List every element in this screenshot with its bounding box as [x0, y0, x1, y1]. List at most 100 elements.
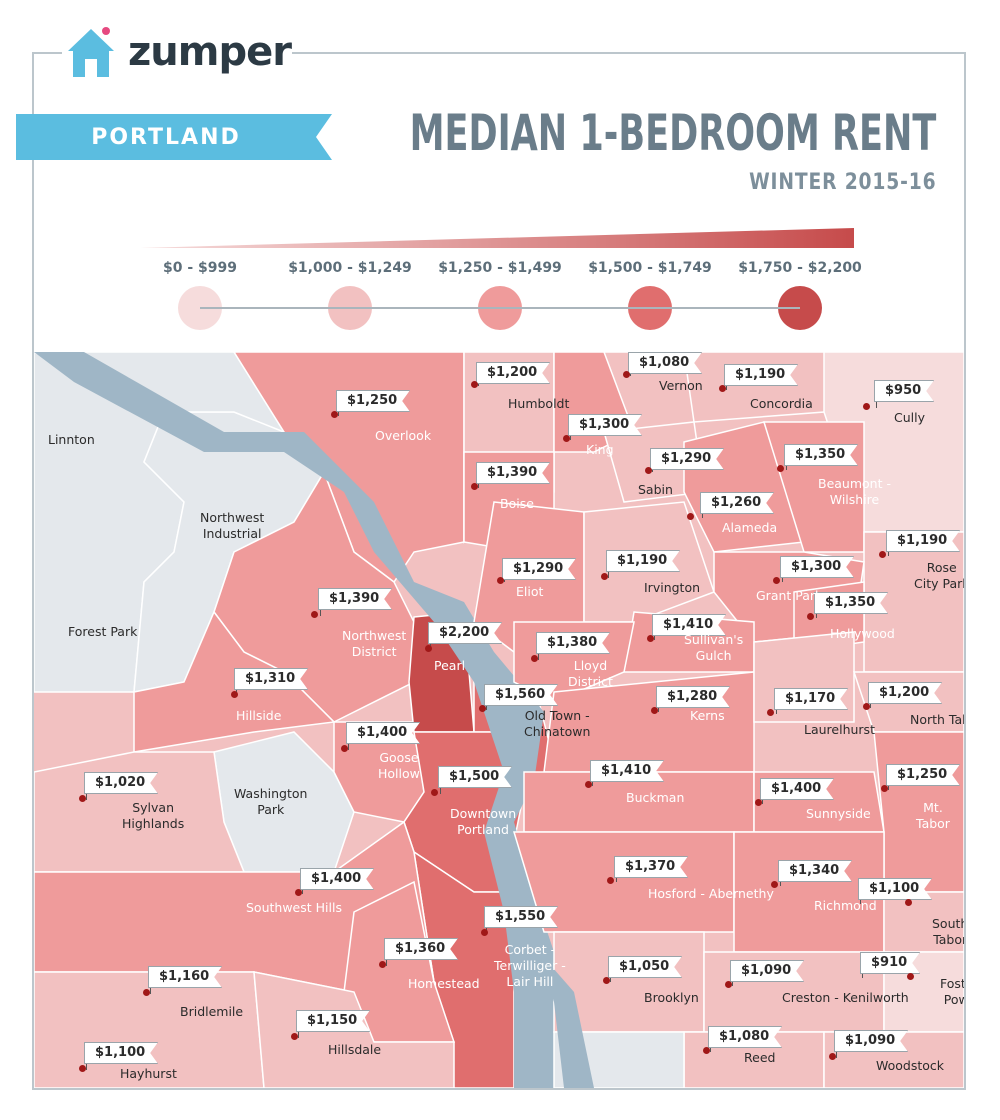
price-flag: $1,550	[484, 906, 558, 928]
area-name: Linnton	[48, 432, 95, 447]
price-flag: $1,190	[606, 550, 680, 572]
pin-stem	[888, 550, 889, 556]
price-flag: $1,280	[656, 686, 730, 708]
location-dot	[563, 435, 570, 442]
neighborhood-name: Irvington	[644, 580, 701, 595]
legend-gradient-bar	[140, 228, 854, 248]
location-dot	[481, 929, 488, 936]
neighborhood-name: Sullivan's Gulch	[684, 632, 744, 663]
location-dot	[479, 705, 486, 712]
pin-stem	[592, 780, 593, 786]
location-dot	[623, 371, 630, 378]
pin-stem	[478, 382, 479, 386]
price-flag: $1,390	[318, 588, 392, 610]
pin-stem	[504, 578, 505, 582]
neighborhood-name: Creston - Kenilworth	[782, 990, 909, 1005]
neighborhood-name: Grant Park	[756, 588, 823, 603]
location-dot	[777, 465, 784, 472]
area-name: Northwest Industrial	[200, 510, 265, 541]
neighborhood-name: Vernon	[659, 378, 703, 393]
location-dot	[607, 877, 614, 884]
price-flag: $1,150	[296, 1010, 370, 1032]
price-flag: $1,080	[628, 352, 702, 374]
location-dot	[647, 635, 654, 642]
neighborhood-name: Beaumont - Wilshire	[818, 476, 891, 507]
price-flag: $1,100	[858, 878, 932, 900]
neighborhood-name: Old Town - Chinatown	[524, 708, 591, 739]
location-dot	[719, 385, 726, 392]
pin-stem	[726, 384, 727, 390]
pin-stem	[320, 608, 321, 616]
neighborhood-name: Hosford - Abernethy	[648, 886, 774, 901]
price-flag: $1,400	[300, 868, 374, 890]
neighborhood-name: Cully	[894, 410, 925, 425]
pin-stem	[870, 702, 871, 708]
neighborhood-name: Brooklyn	[644, 990, 699, 1005]
pin-stem	[616, 876, 617, 882]
location-dot	[771, 881, 778, 888]
area-name: Washington Park	[234, 786, 308, 817]
legend-label: $1,250 - $1,499	[438, 260, 562, 276]
pin-stem	[298, 1030, 299, 1038]
price-flag: $1,020	[84, 772, 158, 794]
pin-stem	[630, 372, 631, 376]
pin-stem	[782, 576, 783, 582]
location-dot	[431, 789, 438, 796]
pin-stem	[652, 468, 653, 472]
pin-stem	[608, 570, 609, 578]
pin-stem	[658, 706, 659, 712]
location-dot	[687, 513, 694, 520]
location-dot	[863, 703, 870, 710]
price-flag: $1,090	[730, 960, 804, 982]
neighborhood-name: Overlook	[375, 428, 432, 443]
neighborhood-name: Hillside	[236, 708, 282, 723]
price-flag: $1,360	[384, 938, 458, 960]
location-dot	[829, 1053, 836, 1060]
pin-stem	[780, 880, 781, 886]
neighborhood-name: Woodstock	[876, 1058, 945, 1073]
price-flag: $1,400	[346, 722, 420, 744]
price-flag: $1,190	[724, 364, 798, 386]
neighborhood-name: Eliot	[516, 584, 544, 599]
map-shapes	[34, 352, 964, 1088]
neighborhood-name: Downtown Portland	[450, 806, 517, 837]
map-frame	[32, 52, 966, 1090]
pin-stem	[150, 986, 151, 994]
location-dot	[703, 1047, 710, 1054]
neighborhood-name: Hollywood	[830, 626, 895, 641]
pin-stem	[386, 958, 387, 966]
neighborhood-name: Sylvan Highlands	[122, 800, 185, 831]
rent-map: $1,080 $1,200 $1,190 $1,250 $950 $1,300 $1,290…	[34, 352, 964, 1088]
pin-stem	[762, 798, 763, 804]
pin-stem	[478, 482, 479, 488]
neighborhood-name: Southwest Hills	[246, 900, 342, 915]
pin-stem	[338, 410, 339, 416]
price-flag: $1,340	[778, 860, 852, 882]
neighborhood-name: Sunnyside	[806, 806, 871, 821]
pin-stem	[836, 1050, 837, 1058]
price-flag: $2,200	[428, 622, 502, 644]
area-name: Forest Park	[68, 624, 138, 639]
pin-stem	[538, 652, 539, 660]
pin-stem	[786, 464, 787, 470]
neighborhood-name: North Tabor	[910, 712, 964, 727]
neighborhood-name: King	[586, 442, 614, 457]
location-dot	[497, 577, 504, 584]
location-dot	[773, 577, 780, 584]
location-dot	[807, 613, 814, 620]
price-flag: $1,410	[652, 614, 726, 636]
pin-stem	[302, 888, 303, 894]
location-dot	[863, 403, 870, 410]
pin-stem	[702, 512, 703, 518]
neighborhood-name: Bridlemile	[180, 1004, 244, 1019]
location-dot	[231, 691, 238, 698]
location-dot	[603, 977, 610, 984]
pin-stem	[860, 898, 861, 904]
location-dot	[79, 1065, 86, 1072]
location-dot	[471, 483, 478, 490]
price-flag: $1,170	[774, 688, 848, 710]
city-name: PORTLAND	[91, 124, 241, 150]
neighborhood-name: Concordia	[750, 396, 813, 411]
pin-stem	[486, 704, 487, 710]
neighborhood-name: Homestead	[408, 976, 480, 991]
